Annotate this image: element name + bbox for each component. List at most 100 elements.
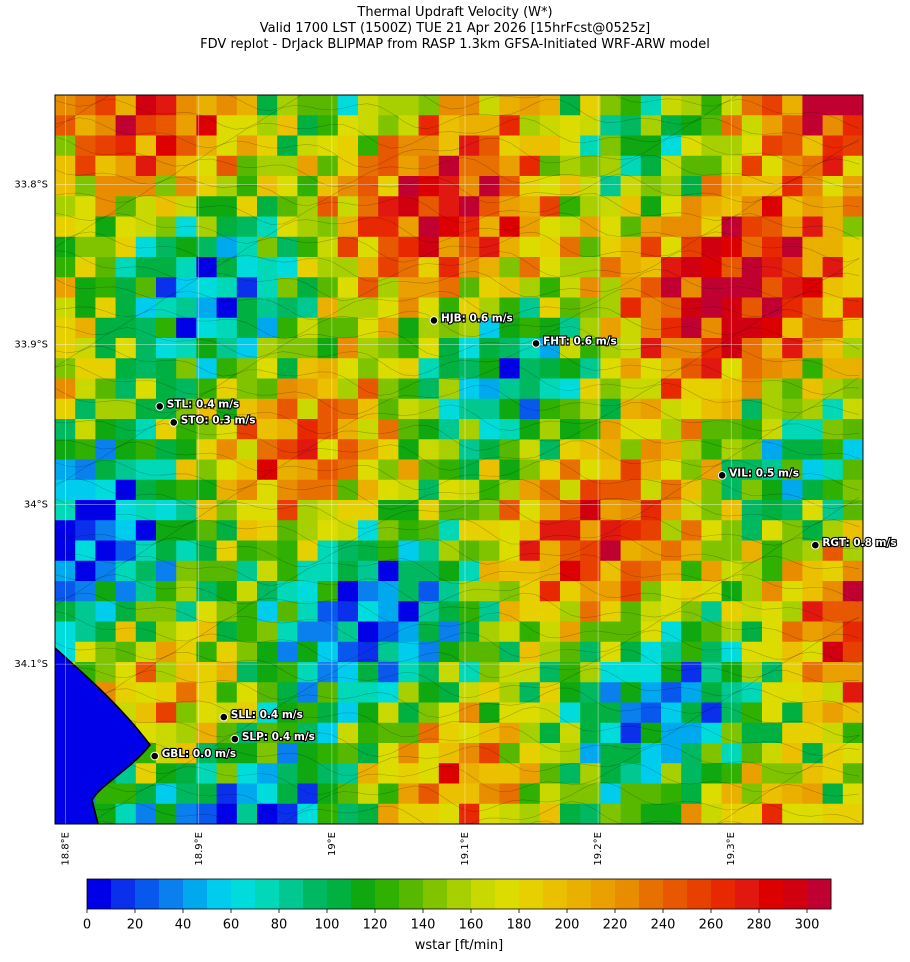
field-cell: [95, 459, 117, 481]
field-cell: [782, 540, 803, 562]
field-cell: [176, 216, 197, 238]
field-cell: [560, 560, 581, 582]
field-cell: [398, 378, 420, 400]
field-cell: [701, 722, 723, 744]
field-cell: [459, 95, 480, 116]
field-cell: [277, 459, 298, 481]
field-cell: [358, 378, 379, 400]
field-cell: [539, 601, 561, 622]
field-cell: [75, 601, 96, 622]
field-cell: [741, 581, 763, 602]
field-cell: [741, 803, 763, 824]
field-cell: [358, 540, 379, 562]
station-marker: [219, 712, 229, 722]
field-cell: [822, 378, 844, 400]
field-cell: [741, 601, 763, 622]
field-cell: [741, 682, 763, 703]
field-cell: [236, 479, 258, 501]
field-cell: [479, 398, 500, 420]
field-cell: [600, 196, 622, 217]
colorbar-tick-label: 240: [651, 918, 676, 933]
field-cell: [842, 540, 863, 562]
field-cell: [721, 479, 743, 501]
field-cell: [75, 216, 96, 238]
field-cell: [721, 722, 743, 744]
field-cell: [317, 520, 339, 541]
field-cell: [741, 439, 763, 460]
field-cell: [257, 803, 278, 824]
field-cell: [418, 662, 440, 683]
field-cell: [216, 398, 238, 420]
field-cell: [560, 277, 581, 298]
field-cell: [438, 257, 460, 278]
field-cell: [297, 419, 319, 440]
field-cell: [176, 236, 197, 258]
field-cell: [580, 277, 601, 298]
field-cell: [762, 763, 783, 784]
field-cell: [640, 601, 662, 622]
field-cell: [358, 601, 379, 622]
field-cell: [701, 317, 723, 339]
field-cell: [438, 95, 460, 116]
field-cell: [620, 176, 642, 197]
field-cell: [216, 743, 238, 764]
field-cell: [135, 135, 157, 157]
field-cell: [459, 236, 480, 258]
field-cell: [782, 702, 803, 724]
field-cell: [236, 196, 258, 217]
field-cell: [459, 641, 480, 663]
field-cell: [418, 135, 440, 157]
field-cell: [681, 641, 702, 663]
field-cell: [499, 236, 521, 258]
field-cell: [822, 419, 844, 440]
field-cell: [156, 500, 177, 521]
field-cell: [459, 601, 480, 622]
field-cell: [418, 95, 440, 116]
field-cell: [741, 216, 763, 238]
field-cell: [721, 439, 743, 460]
contour: [55, 420, 860, 454]
field-cell: [236, 277, 258, 298]
station-label: SLL: 0.4 m/s: [231, 709, 303, 721]
field-cell: [115, 277, 137, 298]
field-cell: [499, 135, 521, 157]
field-cell: [277, 297, 298, 319]
field-cell: [539, 702, 561, 724]
field-cell: [337, 439, 359, 460]
field-cell: [842, 459, 863, 481]
field-cell: [216, 459, 238, 481]
field-cell: [782, 459, 803, 481]
field-cell: [257, 135, 278, 157]
field-cell: [358, 581, 379, 602]
field-cell: [762, 439, 783, 460]
field-cell: [398, 216, 420, 238]
field-cell: [196, 682, 218, 703]
coastline: [55, 647, 152, 824]
field-cell: [156, 277, 177, 298]
field-cell: [560, 398, 581, 420]
field-cell: [75, 398, 96, 420]
field-cell: [438, 277, 460, 298]
colorbar-segment: [567, 879, 592, 909]
field-cell: [236, 216, 258, 238]
field-cell: [661, 378, 682, 400]
field-cell: [519, 277, 541, 298]
field-cell: [560, 540, 581, 562]
field-cell: [135, 763, 157, 784]
field-cell: [438, 398, 460, 420]
field-cell: [115, 297, 137, 319]
field-cell: [519, 135, 541, 157]
field-cell: [842, 641, 863, 663]
field-cell: [216, 682, 238, 703]
field-cell: [640, 176, 662, 197]
field-cell: [681, 540, 702, 562]
field-cell: [95, 176, 117, 197]
colorbar-segment: [543, 879, 568, 909]
field-cell: [802, 216, 824, 238]
field-cell: [499, 398, 521, 420]
field-cell: [560, 297, 581, 319]
field-cell: [661, 500, 682, 521]
field-cell: [135, 601, 157, 622]
field-cell: [297, 155, 319, 177]
field-cell: [721, 702, 743, 724]
